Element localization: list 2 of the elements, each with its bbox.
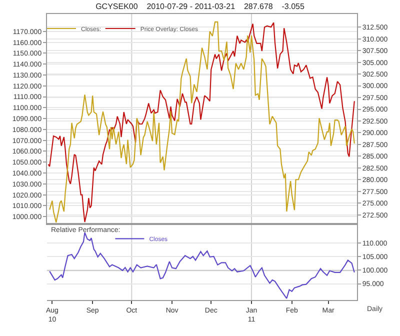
line-series xyxy=(49,232,355,299)
chart-title: GCYSEK00 2010-07-29 - 2011-03-21 287.678 -3.055 xyxy=(96,2,305,11)
